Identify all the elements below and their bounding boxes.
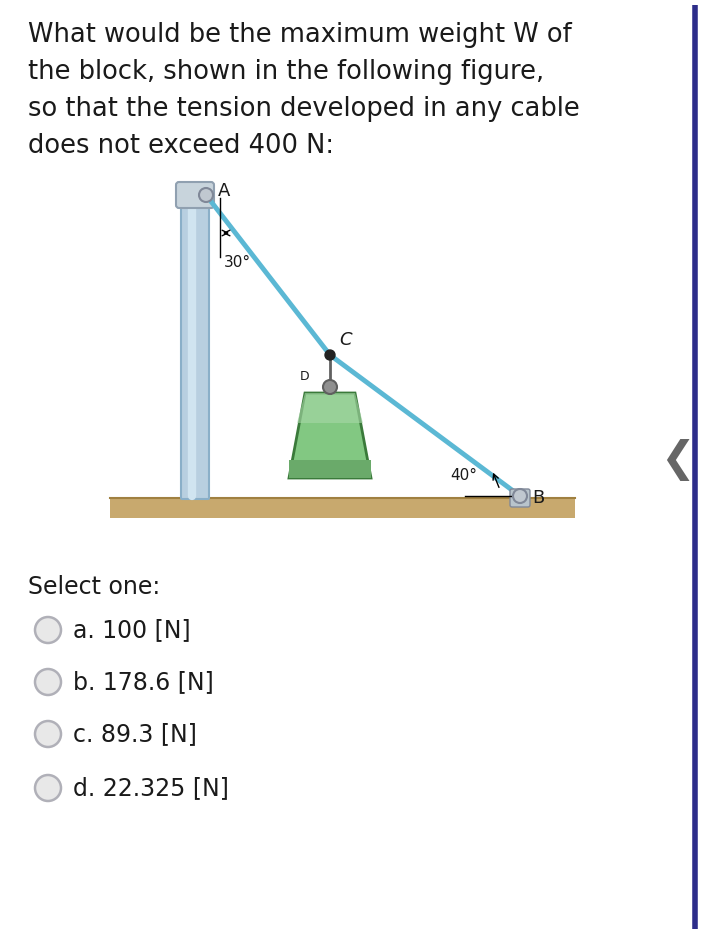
Text: B: B	[532, 489, 544, 507]
Circle shape	[325, 350, 335, 360]
Text: ❮: ❮	[660, 439, 696, 481]
Circle shape	[323, 380, 337, 394]
Text: C: C	[339, 331, 351, 349]
Text: b. 178.6 [N]: b. 178.6 [N]	[73, 670, 214, 694]
Text: A: A	[218, 182, 230, 200]
Text: 30°: 30°	[224, 255, 251, 270]
Polygon shape	[289, 393, 371, 478]
Text: a. 100 [N]: a. 100 [N]	[73, 618, 191, 642]
FancyBboxPatch shape	[510, 489, 530, 507]
Text: c. 89.3 [N]: c. 89.3 [N]	[73, 722, 197, 746]
Circle shape	[35, 669, 61, 695]
FancyBboxPatch shape	[176, 182, 214, 208]
Circle shape	[199, 188, 213, 202]
FancyBboxPatch shape	[181, 196, 209, 499]
Polygon shape	[297, 393, 363, 423]
Circle shape	[35, 721, 61, 747]
Circle shape	[513, 489, 527, 503]
Bar	[110, 498, 575, 518]
Circle shape	[35, 617, 61, 643]
Text: Select one:: Select one:	[28, 575, 161, 599]
Circle shape	[35, 775, 61, 801]
Text: d. 22.325 [N]: d. 22.325 [N]	[73, 776, 229, 800]
Polygon shape	[289, 460, 371, 478]
Text: What would be the maximum weight W of
the block, shown in the following figure,
: What would be the maximum weight W of th…	[28, 22, 580, 159]
Text: D: D	[300, 371, 310, 384]
Text: 40°: 40°	[450, 469, 477, 484]
